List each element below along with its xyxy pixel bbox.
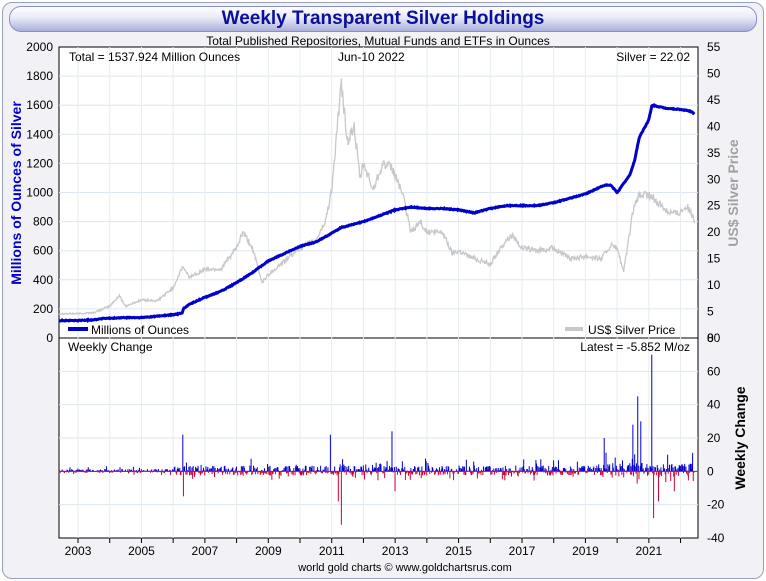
y-tick-label: 1400 [26, 127, 53, 141]
price-series [58, 78, 696, 316]
x-tick-label: 2011 [319, 544, 345, 558]
y2-axis-label: US$ Silver Price [725, 139, 741, 247]
chart-subtitle: Total Published Repositories, Mutual Fun… [206, 34, 550, 48]
x-tick-label: 2005 [128, 544, 155, 558]
x-tick-label: 2021 [635, 544, 662, 558]
date-annotation: Jun-10 2022 [338, 50, 405, 64]
y2-tick-label: 0 [707, 331, 714, 345]
y2-tick-label: 25 [707, 199, 721, 213]
y2-tick-label: 10 [707, 278, 721, 292]
x-tick-label: 2017 [509, 544, 536, 558]
latest-annotation: Latest = -5.852 M/oz [580, 340, 690, 354]
holdings-line [58, 103, 696, 324]
y-tick-label: 200 [33, 302, 53, 316]
legend-price-label: US$ Silver Price [588, 323, 676, 337]
footer-credit: world gold charts © www.goldchartsrus.co… [297, 562, 512, 574]
y2-tick-label: 45 [707, 93, 721, 107]
y2-tick-label: 20 [707, 225, 721, 239]
weekly-axis-label: Weekly Change [732, 386, 748, 489]
y-tick-label: 400 [33, 273, 53, 287]
weekly-tick-label: 0 [707, 464, 714, 478]
weekly-tick-label: -40 [707, 531, 725, 545]
weekly-tick-label: 60 [707, 364, 721, 378]
price-line [58, 78, 696, 316]
y-tick-label: 1000 [26, 186, 53, 200]
y2-tick-label: 40 [707, 119, 721, 133]
weekly-change-title: Weekly Change [68, 340, 153, 354]
x-tick-label: 2009 [255, 544, 282, 558]
y2-tick-label: 30 [707, 172, 721, 186]
axis-ticks: 0200400600800100012001400160018002000051… [26, 40, 724, 558]
gridlines [59, 47, 698, 538]
total-annotation: Total = 1537.924 Million Ounces [69, 50, 240, 64]
y-tick-label: 600 [33, 244, 53, 258]
title-bar: Weekly Transparent Silver Holdings [9, 6, 757, 32]
y2-tick-label: 15 [707, 252, 721, 266]
y-tick-label: 0 [46, 331, 53, 345]
x-tick-label: 2013 [382, 544, 409, 558]
weekly-tick-label: 80 [707, 331, 721, 345]
weekly-tick-label: -20 [707, 498, 725, 512]
y-tick-label: 2000 [26, 40, 53, 54]
holdings-series [58, 103, 696, 324]
weekly-change-bars [58, 354, 698, 525]
x-tick-label: 2007 [192, 544, 219, 558]
y-tick-label: 800 [33, 215, 53, 229]
plot-area [58, 46, 699, 539]
weekly-tick-label: 20 [707, 431, 721, 445]
weekly-tick-label: 40 [707, 398, 721, 412]
y2-tick-label: 50 [707, 66, 721, 80]
price-annotation: Silver = 22.02 [616, 50, 690, 64]
y-axis-label: Millions of Ounces of Silver [8, 101, 24, 285]
x-tick-label: 2019 [572, 544, 599, 558]
y2-tick-label: 55 [707, 40, 721, 54]
y-tick-label: 1600 [26, 98, 53, 112]
chart-title: Weekly Transparent Silver Holdings [221, 8, 545, 29]
y2-tick-label: 5 [707, 305, 714, 319]
y2-tick-label: 35 [707, 146, 721, 160]
x-tick-label: 2015 [445, 544, 472, 558]
legend-holdings-label: Millions of Ounces [91, 323, 189, 337]
y-tick-label: 1800 [26, 69, 53, 83]
x-tick-label: 2003 [65, 544, 92, 558]
y-tick-label: 1200 [26, 156, 53, 170]
